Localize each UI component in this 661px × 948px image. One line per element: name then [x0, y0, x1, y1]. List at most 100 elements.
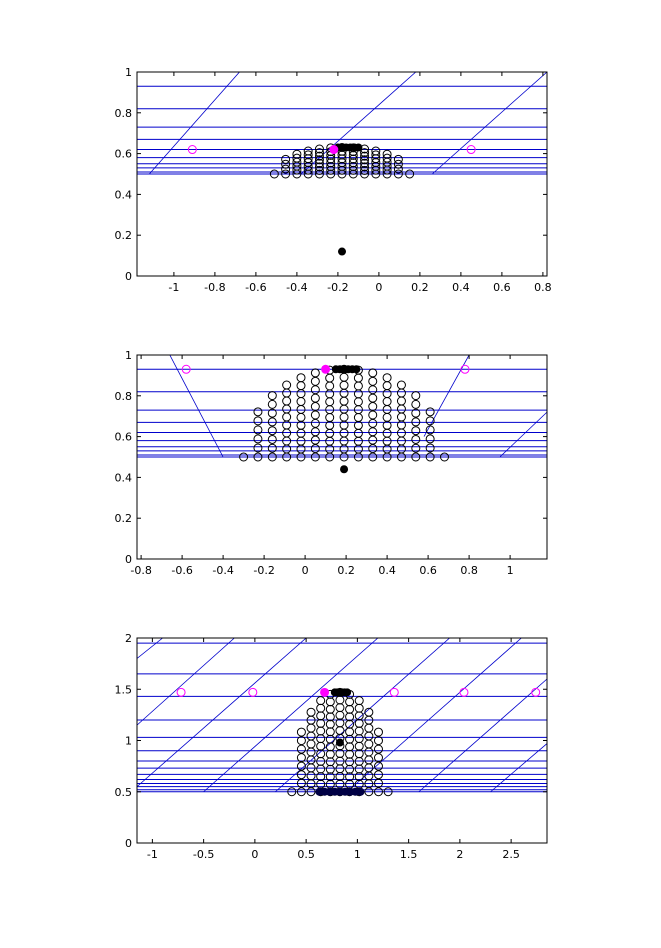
- data-point: [411, 417, 421, 427]
- data-point: [354, 703, 364, 713]
- data-point: [373, 778, 383, 788]
- data-point: [269, 169, 279, 179]
- data-point: [360, 151, 370, 161]
- data-point: [287, 787, 297, 797]
- data-point: [364, 739, 374, 749]
- y-tick-label: 0.4: [115, 188, 133, 201]
- data-point: [335, 703, 345, 713]
- data-point: [296, 412, 306, 422]
- data-point: [396, 396, 406, 406]
- x-tick-label: -0.4: [286, 281, 307, 294]
- x-tick-label: 0.6: [419, 564, 437, 577]
- data-point: [360, 169, 370, 179]
- data-point: [310, 402, 320, 412]
- data-point: [253, 416, 263, 426]
- data-point: [339, 412, 349, 422]
- magenta-open-point: [531, 687, 541, 697]
- data-point: [310, 368, 320, 378]
- data-point: [382, 404, 392, 414]
- data-point: [314, 155, 324, 165]
- data-point: [281, 154, 291, 164]
- data-point: [325, 749, 335, 759]
- data-point: [267, 434, 277, 444]
- data-point: [373, 744, 383, 754]
- data-point: [396, 412, 406, 422]
- y-tick-label: 1: [125, 349, 132, 362]
- diagonal-line: [423, 355, 470, 437]
- data-point: [348, 154, 358, 164]
- diagonal-line: [137, 638, 307, 787]
- data-point: [325, 764, 335, 774]
- subplot-2: -0.8 -0.6 -0.4 -0.2 0 0.2 0.4 0.6 0.8 1 0 0.2 0.4 0.6…: [115, 349, 548, 577]
- data-point: [316, 734, 326, 744]
- data-point: [411, 452, 421, 462]
- data-point: [310, 385, 320, 395]
- axes-box: [136, 354, 548, 560]
- data-point: [368, 393, 378, 403]
- data-point: [325, 734, 335, 744]
- x-tick-label: 0.4: [452, 281, 470, 294]
- data-point: [325, 389, 335, 399]
- data-point: [345, 734, 355, 744]
- data-point: [345, 697, 355, 707]
- data-point: [411, 408, 421, 418]
- y-tick-label: 1.5: [115, 683, 133, 696]
- x-tick-label: -1: [147, 848, 158, 861]
- data-point: [316, 711, 326, 721]
- x-tick-label: 0.8: [460, 564, 478, 577]
- data-point: [296, 373, 306, 383]
- x-tick-label: 0.2: [337, 564, 355, 577]
- data-point: [393, 154, 403, 164]
- data-point: [353, 373, 363, 383]
- data-point: [316, 718, 326, 728]
- data-point: [425, 434, 435, 444]
- data-point: [316, 764, 326, 774]
- y-tick-label: 0.2: [115, 229, 133, 242]
- diagonal-line: [137, 638, 163, 659]
- data-point: [292, 153, 302, 163]
- data-point: [316, 741, 326, 751]
- data-point: [345, 742, 355, 752]
- magenta-open-point: [389, 687, 399, 697]
- data-point: [325, 719, 335, 729]
- data-point: [314, 162, 324, 172]
- data-point: [393, 159, 403, 169]
- data-point: [382, 389, 392, 399]
- y-tick-label: 1: [125, 735, 132, 748]
- data-point: [373, 753, 383, 763]
- data-point: [339, 388, 349, 398]
- x-tick-label: -1: [168, 281, 179, 294]
- data-point: [354, 718, 364, 728]
- data-point: [348, 162, 358, 172]
- data-point: [316, 726, 326, 736]
- x-tick-label: -0.8: [204, 281, 225, 294]
- data-point: [345, 749, 355, 759]
- y-tick-label: 0.4: [115, 471, 133, 484]
- data-point: [368, 402, 378, 412]
- data-point: [393, 169, 403, 179]
- data-point: [267, 417, 277, 427]
- data-point: [267, 426, 277, 436]
- data-point: [364, 731, 374, 741]
- data-point: [373, 770, 383, 780]
- subplot-1: -1 -0.8 -0.6 -0.4 -0.2 0 0.2 0.4 0.6 0.8 0 0.2 0.4 0.…: [115, 66, 552, 294]
- data-point: [296, 787, 306, 797]
- x-tick-label: 0: [375, 281, 382, 294]
- data-point: [348, 158, 358, 168]
- y-tick-label: 0: [125, 837, 132, 850]
- data-point: [360, 165, 370, 175]
- data-point: [253, 452, 263, 462]
- axes-box: [136, 71, 548, 277]
- data-point: [345, 764, 355, 774]
- data-point: [325, 413, 335, 423]
- data-point: [314, 148, 324, 158]
- data-point: [253, 425, 263, 435]
- data-point: [364, 747, 374, 757]
- subplot-3: -1 -0.5 0 0.5 1 1.5 2 2.5 0 0.5 1 1.5 2: [115, 632, 548, 861]
- diagonal-line: [169, 355, 224, 458]
- data-point: [292, 149, 302, 159]
- data-point: [325, 742, 335, 752]
- x-tick-label: -0.5: [193, 848, 214, 861]
- plot-area: [137, 72, 547, 256]
- data-point: [339, 428, 349, 438]
